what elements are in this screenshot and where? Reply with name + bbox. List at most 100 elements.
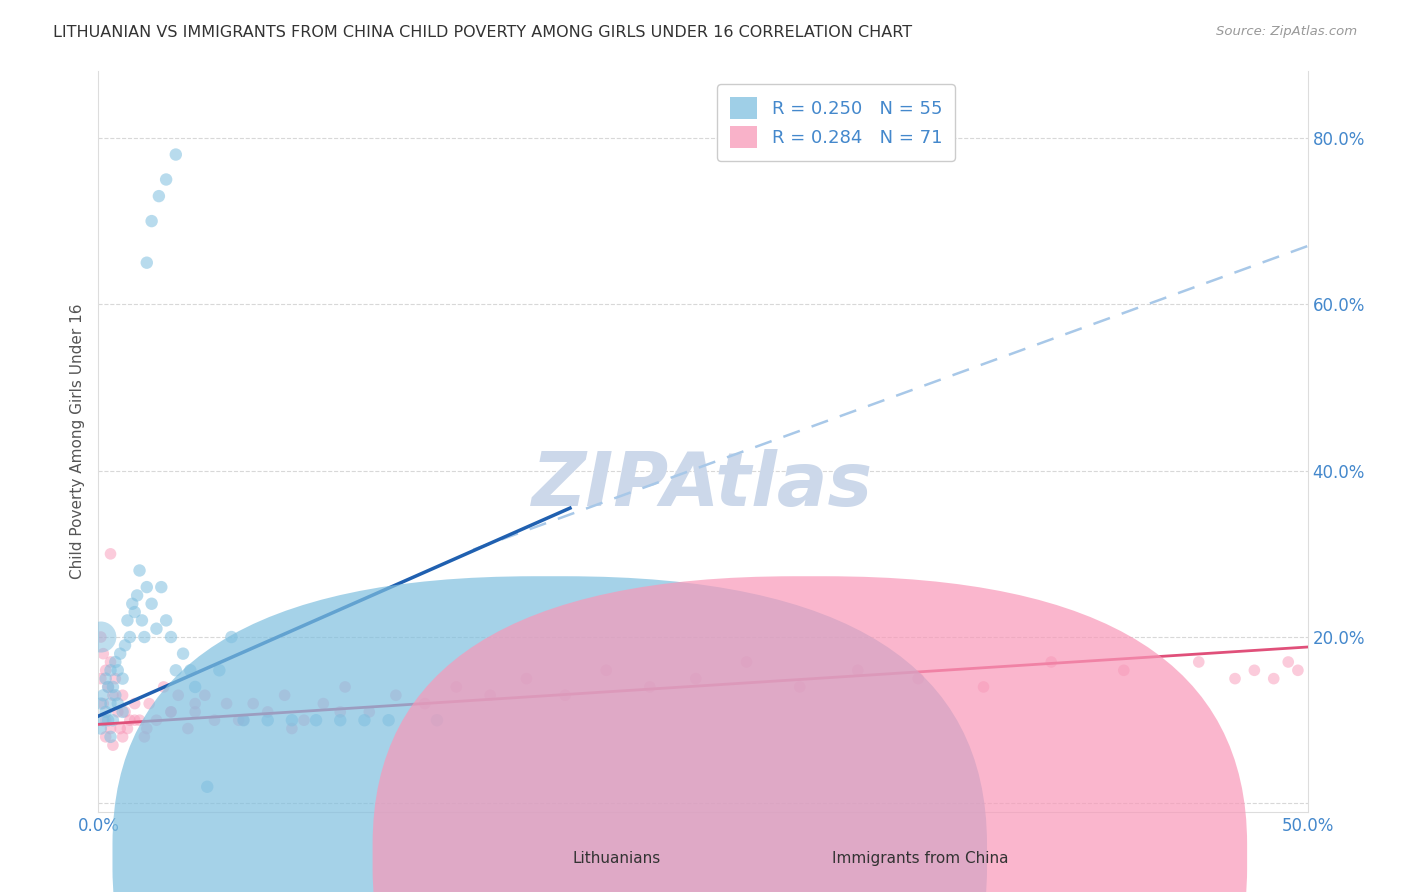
Point xyxy=(155,614,177,628)
Point xyxy=(204,713,226,727)
Point xyxy=(273,688,295,702)
Point xyxy=(100,655,122,669)
Point xyxy=(108,647,131,661)
Point xyxy=(281,713,304,727)
Point xyxy=(101,688,124,702)
Text: Lithuanians: Lithuanians xyxy=(572,851,661,865)
Point xyxy=(104,688,127,702)
Point xyxy=(1277,655,1299,669)
Point xyxy=(91,697,114,711)
Point xyxy=(160,705,183,719)
Point xyxy=(256,713,278,727)
Point xyxy=(141,214,163,228)
Point xyxy=(90,697,112,711)
Point xyxy=(101,680,124,694)
Point xyxy=(1286,663,1309,677)
Point xyxy=(160,705,183,719)
Point xyxy=(242,697,264,711)
Point xyxy=(145,713,167,727)
Point xyxy=(329,705,352,719)
Point xyxy=(426,713,449,727)
Point xyxy=(135,722,157,736)
Point xyxy=(100,722,122,736)
Point xyxy=(1223,672,1246,686)
Point xyxy=(973,680,995,694)
Point xyxy=(111,730,134,744)
Point xyxy=(107,663,129,677)
Point xyxy=(94,705,117,719)
Point xyxy=(1040,655,1063,669)
Point xyxy=(1243,663,1265,677)
Point xyxy=(91,688,114,702)
Point xyxy=(114,705,136,719)
Point xyxy=(128,713,150,727)
Point xyxy=(90,630,112,644)
Point xyxy=(385,688,408,702)
Point xyxy=(90,722,112,736)
Point xyxy=(111,705,134,719)
Point xyxy=(152,680,174,694)
Point xyxy=(141,597,163,611)
Point xyxy=(195,780,218,794)
Point xyxy=(256,705,278,719)
Point xyxy=(94,730,117,744)
Point xyxy=(554,688,576,702)
Text: LITHUANIAN VS IMMIGRANTS FROM CHINA CHILD POVERTY AMONG GIRLS UNDER 16 CORRELATI: LITHUANIAN VS IMMIGRANTS FROM CHINA CHIL… xyxy=(53,25,912,40)
Point xyxy=(124,713,146,727)
Point xyxy=(907,672,929,686)
Point xyxy=(121,597,143,611)
Point xyxy=(172,647,194,661)
Point xyxy=(94,672,117,686)
Point xyxy=(179,663,201,677)
Point xyxy=(91,647,114,661)
Point xyxy=(1112,663,1135,677)
Point xyxy=(735,655,758,669)
Point xyxy=(104,672,127,686)
Point xyxy=(94,663,117,677)
Point xyxy=(127,589,149,603)
Point xyxy=(184,697,207,711)
Y-axis label: Child Poverty Among Girls Under 16: Child Poverty Among Girls Under 16 xyxy=(69,304,84,579)
Point xyxy=(165,663,187,677)
Point xyxy=(1263,672,1285,686)
Point xyxy=(97,713,120,727)
Point xyxy=(353,713,375,727)
Point xyxy=(333,680,356,694)
Point xyxy=(101,713,124,727)
Point xyxy=(281,722,304,736)
Point xyxy=(117,614,139,628)
Point xyxy=(100,730,122,744)
Point xyxy=(638,680,661,694)
Point xyxy=(100,547,122,561)
Point xyxy=(165,147,187,161)
Point xyxy=(194,688,217,702)
Point xyxy=(90,672,112,686)
Point xyxy=(148,189,170,203)
Point xyxy=(107,705,129,719)
Point xyxy=(100,697,122,711)
Point xyxy=(90,630,112,644)
Point xyxy=(97,680,120,694)
Point xyxy=(135,580,157,594)
Point xyxy=(232,713,254,727)
Point xyxy=(377,713,399,727)
Point xyxy=(134,630,156,644)
Point xyxy=(167,688,190,702)
Text: ZIPAtlas: ZIPAtlas xyxy=(533,450,873,523)
Point xyxy=(215,697,238,711)
Point xyxy=(128,564,150,578)
Point xyxy=(413,697,436,711)
Point xyxy=(107,697,129,711)
Point xyxy=(145,622,167,636)
Point xyxy=(515,672,537,686)
Point xyxy=(446,680,468,694)
Point xyxy=(91,713,114,727)
Point xyxy=(101,738,124,752)
Point xyxy=(100,663,122,677)
Point xyxy=(155,172,177,186)
Point xyxy=(117,722,139,736)
Point xyxy=(479,688,502,702)
Point xyxy=(111,672,134,686)
Point xyxy=(150,580,173,594)
Legend: R = 0.250   N = 55, R = 0.284   N = 71: R = 0.250 N = 55, R = 0.284 N = 71 xyxy=(717,84,955,161)
